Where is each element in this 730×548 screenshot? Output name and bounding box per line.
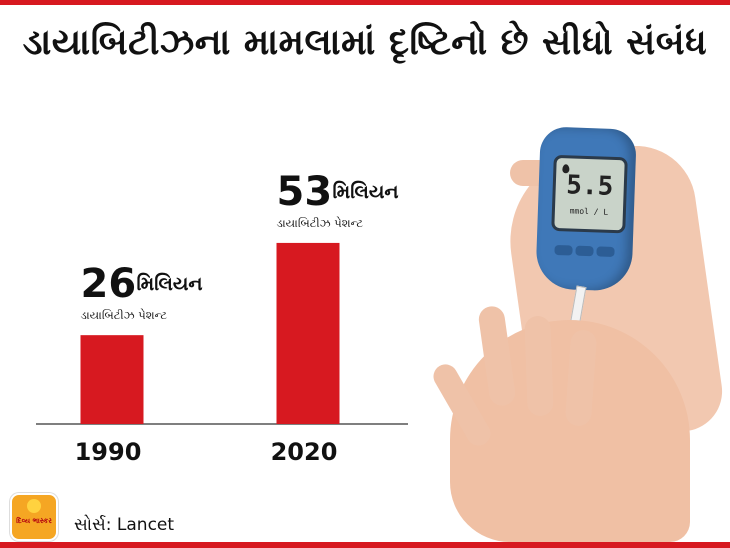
glucose-meter: 5.5 mmol / L [535,126,637,292]
meter-button-middle [575,245,594,257]
x-tick-label: 1990 [75,438,142,466]
meter-screen: 5.5 mmol / L [551,154,628,234]
source-label: સોર્સ: Lancet [74,515,175,535]
bar-1990 [80,335,144,424]
logo-text: દિવ્ય ભાસ્કર [16,517,52,525]
meter-button-left [554,244,573,256]
bar-value-sublabel: ડાયાબિટીઝ પેશન્ટ [277,216,364,230]
meter-unit: mmol / L [569,206,609,217]
bottom-accent-stripe [0,542,730,548]
bar-value-label: 26 [81,261,137,307]
bar-2020 [276,242,340,424]
bar-value-unit: મિલિયન [137,273,203,295]
top-accent-stripe [0,0,730,5]
divya-bhaskar-logo: દિવ્ય ભાસ્કર [10,493,58,541]
x-tick-label: 2020 [271,438,338,466]
meter-reading: 5.5 [565,170,614,202]
sun-icon [27,499,41,513]
headline: ડાયાબિટીઝના મામલામાં દૃષ્ટિનો છે સીધો સં… [22,22,708,63]
bar-value-sublabel: ડાયાબિટીઝ પેશન્ટ [81,308,168,322]
finger [524,315,554,417]
bar-value-label: 53 [277,169,333,215]
glucose-meter-photo: 5.5 mmol / L [429,110,730,542]
meter-button-right [596,246,615,258]
bar-value-unit: મિલિયન [333,181,399,203]
